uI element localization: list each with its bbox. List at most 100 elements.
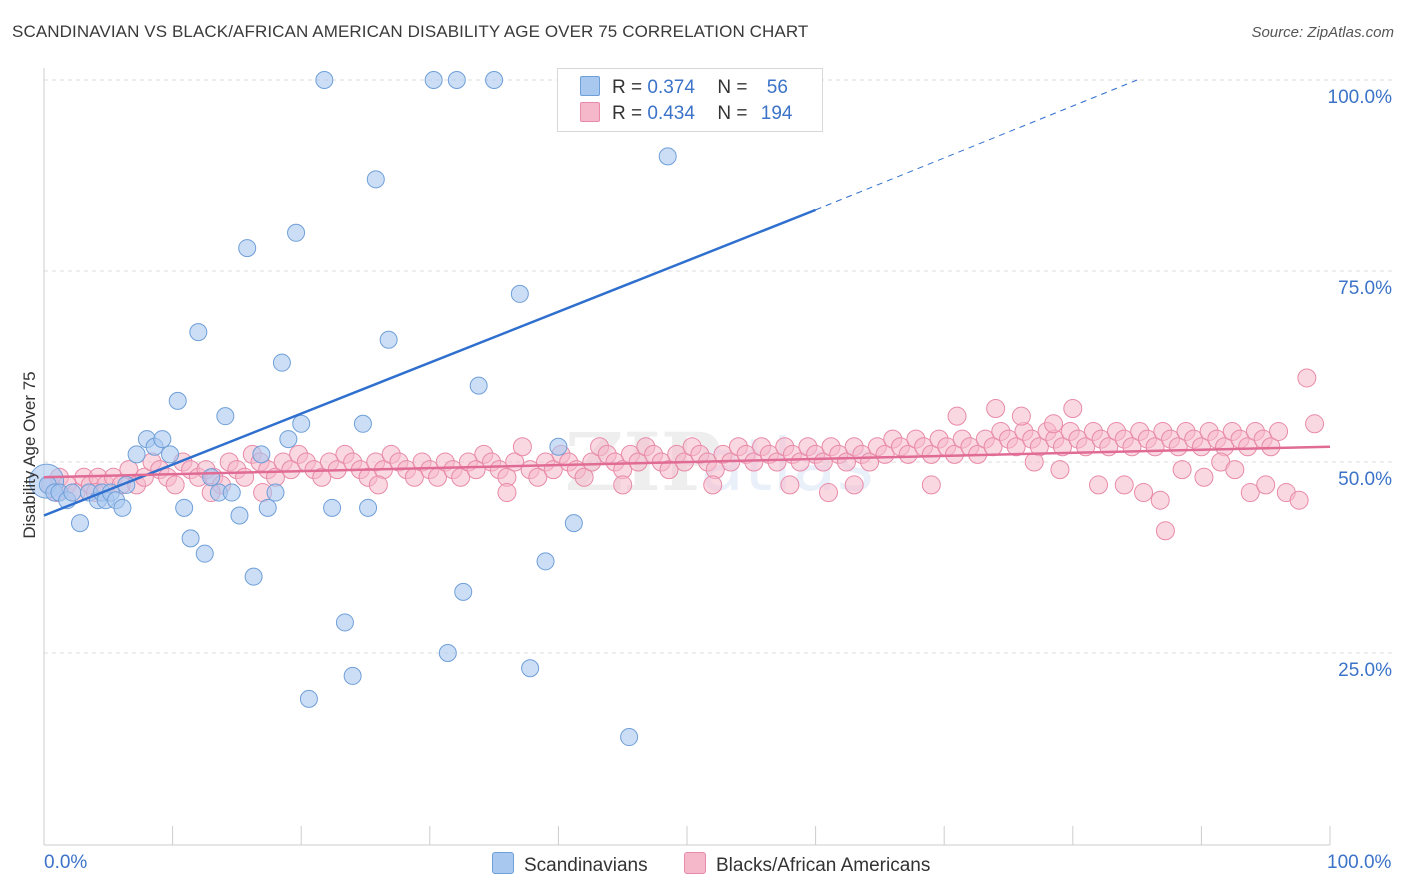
point-scandinavians bbox=[161, 445, 180, 464]
point-scandinavians bbox=[343, 666, 362, 685]
point-blacks bbox=[1240, 483, 1260, 503]
grid-lines bbox=[44, 79, 1392, 654]
point-scandinavians bbox=[292, 414, 311, 433]
point-blacks bbox=[368, 475, 388, 495]
axes bbox=[43, 68, 1331, 846]
point-blacks bbox=[1011, 406, 1031, 426]
point-blacks bbox=[1063, 399, 1083, 419]
point-scandinavians bbox=[113, 498, 132, 517]
point-scandinavians bbox=[447, 71, 466, 89]
trend-line-scandinavians bbox=[43, 208, 817, 517]
point-blacks bbox=[1238, 437, 1258, 457]
point-blacks bbox=[574, 467, 594, 487]
point-scandinavians bbox=[168, 391, 187, 410]
legend-swatch-blacks bbox=[580, 102, 600, 122]
point-scandinavians bbox=[379, 330, 398, 349]
point-scandinavians bbox=[71, 514, 90, 533]
point-scandinavians bbox=[469, 376, 488, 395]
point-scandinavians bbox=[454, 582, 473, 601]
bottom-legend-scandinavians: Scandinavians bbox=[492, 852, 648, 877]
point-blacks bbox=[780, 475, 800, 495]
legend-r-label: R = bbox=[612, 103, 643, 124]
point-blacks bbox=[1114, 475, 1134, 495]
point-blacks bbox=[281, 460, 301, 480]
point-scandinavians bbox=[252, 445, 271, 464]
trend-lines bbox=[43, 79, 1331, 517]
point-scandinavians bbox=[359, 498, 378, 517]
point-scandinavians bbox=[366, 170, 385, 189]
point-scandinavians bbox=[195, 544, 214, 563]
point-blacks bbox=[844, 475, 864, 495]
point-scandinavians bbox=[335, 613, 354, 632]
point-blacks bbox=[1191, 437, 1211, 457]
bottom-legend-swatch-blacks bbox=[684, 852, 706, 874]
y-axis-title: Disability Age Over 75 bbox=[20, 371, 39, 539]
point-blacks bbox=[1134, 483, 1154, 503]
point-blacks bbox=[1225, 460, 1245, 480]
point-scandinavians bbox=[153, 430, 172, 449]
point-scandinavians bbox=[272, 353, 291, 372]
legend-r-label: R = bbox=[612, 77, 643, 98]
legend-box: R = 0.374 N = 56 R = 0.434 N = 194 bbox=[557, 68, 823, 132]
point-scandinavians bbox=[315, 71, 334, 89]
point-blacks bbox=[1089, 475, 1109, 495]
point-blacks bbox=[986, 399, 1006, 419]
point-scandinavians bbox=[202, 468, 221, 487]
point-blacks bbox=[235, 467, 255, 487]
point-blacks bbox=[1155, 521, 1175, 541]
point-blacks bbox=[1150, 490, 1170, 510]
legend-row-blacks: R = 0.434 N = 194 bbox=[580, 102, 792, 126]
point-blacks bbox=[1289, 490, 1309, 510]
point-scandinavians bbox=[323, 498, 342, 517]
legend-n-label: N = bbox=[717, 77, 748, 98]
point-blacks bbox=[921, 475, 941, 495]
series-scandinavians bbox=[29, 71, 677, 747]
legend-row-scandinavians: R = 0.374 N = 56 bbox=[580, 76, 788, 100]
point-scandinavians bbox=[238, 239, 257, 258]
point-blacks bbox=[1194, 467, 1214, 487]
point-blacks bbox=[875, 444, 895, 464]
point-scandinavians bbox=[510, 284, 529, 303]
chart-title: SCANDINAVIAN VS BLACK/AFRICAN AMERICAN D… bbox=[12, 22, 809, 41]
y-tick-label-75: 75.0% bbox=[1338, 278, 1392, 299]
legend-r-value: 0.374 bbox=[647, 77, 695, 98]
point-blacks bbox=[947, 406, 967, 426]
point-blacks bbox=[1297, 368, 1317, 388]
x-tick-label-0: 0.0% bbox=[44, 852, 88, 873]
point-scandinavians bbox=[175, 498, 194, 517]
point-blacks bbox=[528, 467, 548, 487]
point-blacks bbox=[790, 452, 810, 472]
point-blacks bbox=[1269, 421, 1289, 441]
point-blacks bbox=[818, 483, 838, 503]
point-scandinavians bbox=[244, 567, 263, 586]
bottom-legend-label-scandinavians: Scandinavians bbox=[524, 855, 648, 876]
point-scandinavians bbox=[564, 514, 583, 533]
point-scandinavians bbox=[189, 323, 208, 342]
point-blacks bbox=[1172, 460, 1192, 480]
point-blacks bbox=[898, 444, 918, 464]
point-blacks bbox=[512, 437, 532, 457]
x-tick-label-100: 100.0% bbox=[1327, 852, 1392, 873]
point-blacks bbox=[1053, 437, 1073, 457]
point-scandinavians bbox=[299, 689, 318, 708]
legend-n-value: 56 bbox=[766, 77, 788, 98]
legend-n-value: 194 bbox=[760, 103, 793, 124]
point-blacks bbox=[1050, 460, 1070, 480]
point-scandinavians bbox=[258, 498, 277, 517]
point-blacks bbox=[613, 475, 633, 495]
point-scandinavians bbox=[620, 728, 639, 747]
y-tick-label-50: 50.0% bbox=[1338, 469, 1392, 490]
point-blacks bbox=[1006, 437, 1026, 457]
y-tick-label-100: 100.0% bbox=[1327, 87, 1392, 108]
point-blacks bbox=[466, 460, 486, 480]
point-scandinavians bbox=[353, 414, 372, 433]
bottom-legend-blacks: Blacks/African Americans bbox=[684, 852, 930, 877]
point-blacks bbox=[1305, 414, 1325, 434]
point-blacks bbox=[703, 475, 723, 495]
bottom-legend-swatch-scandinavians bbox=[492, 852, 514, 874]
point-blacks bbox=[1044, 414, 1064, 434]
point-scandinavians bbox=[485, 71, 504, 89]
trend-line-blacks bbox=[43, 445, 1331, 479]
trend-line-scandinavians-extension bbox=[815, 79, 1138, 211]
